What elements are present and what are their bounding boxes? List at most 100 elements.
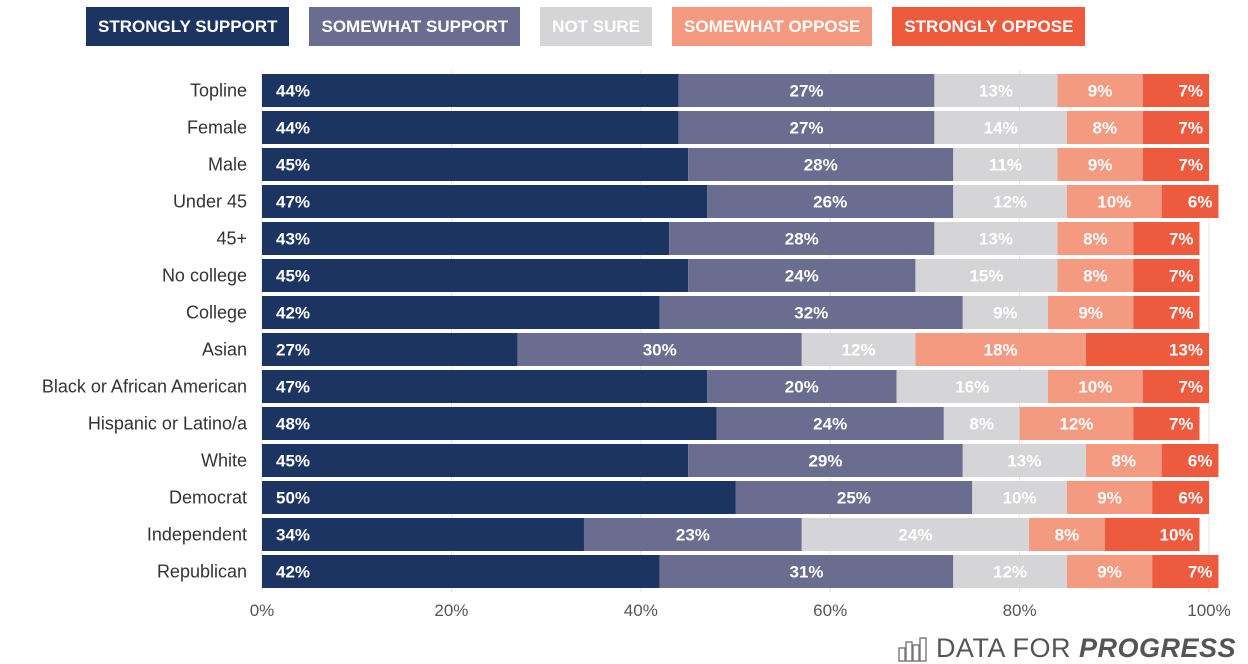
bar-segment (1161, 185, 1219, 218)
bar-segment (801, 333, 916, 366)
bar-segment (688, 444, 963, 477)
bar-segment (943, 407, 1020, 440)
bar-segment (262, 259, 689, 292)
bar-segment (262, 185, 708, 218)
bar-segment (1057, 148, 1143, 181)
data-label: 9% (1097, 489, 1122, 508)
data-label: 8% (1093, 119, 1118, 138)
data-label: 34% (276, 526, 310, 545)
bar-segment (1066, 185, 1162, 218)
data-label: 24% (813, 415, 847, 434)
data-label: 28% (785, 230, 819, 249)
bar-segment (716, 407, 944, 440)
data-label: 10% (1078, 378, 1112, 397)
category-label: White (201, 451, 247, 471)
bar-segment (1066, 555, 1153, 588)
bar-segment (583, 518, 802, 551)
bar-segment (1048, 296, 1134, 329)
bar-segment (1104, 518, 1200, 551)
bar-segment (1057, 222, 1134, 255)
bar-chart-icon (898, 636, 927, 662)
data-label: 27% (790, 119, 824, 138)
legend: STRONGLY SUPPORT SOMEWHAT SUPPORT NOT SURE… (86, 7, 1086, 46)
data-label: 7% (1178, 378, 1203, 397)
bar-segment (934, 111, 1067, 144)
data-label: 42% (276, 563, 310, 582)
data-label: 6% (1188, 452, 1213, 471)
bar-segment (262, 74, 679, 107)
data-label: 48% (276, 415, 310, 434)
bar-segment (1133, 259, 1200, 292)
data-label: 6% (1178, 489, 1203, 508)
bar-segment (801, 518, 1030, 551)
data-label: 15% (969, 267, 1003, 286)
data-label: 42% (276, 304, 310, 323)
data-label: 50% (276, 489, 310, 508)
bar-segment (1152, 481, 1209, 514)
data-label: 9% (993, 304, 1018, 323)
bar-segment (1066, 481, 1153, 514)
bar-segment (1029, 518, 1105, 551)
category-label: Female (187, 118, 247, 138)
data-label: 14% (984, 119, 1018, 138)
category-label: Hispanic or Latino/a (88, 414, 248, 434)
bar-segment (1133, 296, 1200, 329)
brand-logo: DATA FOR PROGRESS (898, 633, 1236, 664)
data-label: 7% (1188, 563, 1213, 582)
bar-segment (1019, 407, 1134, 440)
bar-segment (1142, 148, 1209, 181)
category-label: 45+ (216, 229, 247, 249)
bar-segment (934, 74, 1058, 107)
brand-prefix: DATA FOR (935, 633, 1071, 663)
data-label: 7% (1178, 156, 1203, 175)
category-label: Male (208, 155, 247, 175)
bar-segment (1133, 222, 1200, 255)
data-label: 27% (276, 341, 310, 360)
data-label: 32% (794, 304, 828, 323)
data-label: 16% (955, 378, 989, 397)
data-label: 45% (276, 452, 310, 471)
bar-segment (915, 333, 1086, 366)
bar-segment (972, 481, 1067, 514)
x-tick-label: 60% (813, 601, 847, 620)
data-label: 30% (643, 341, 677, 360)
bar-segment (1133, 407, 1200, 440)
bar-segment (1142, 111, 1209, 144)
data-label: 25% (837, 489, 871, 508)
data-label: 24% (898, 526, 932, 545)
data-label: 8% (1083, 267, 1108, 286)
data-label: 13% (1007, 452, 1041, 471)
data-label: 45% (276, 267, 310, 286)
category-label: Democrat (169, 488, 247, 508)
bar-segment (707, 370, 897, 403)
bar-segment (262, 333, 518, 366)
legend-item-somewhat-oppose: SOMEWHAT OPPOSE (672, 7, 873, 46)
bar-segment (915, 259, 1058, 292)
data-label: 8% (1111, 452, 1136, 471)
legend-item-strongly-oppose: STRONGLY OPPOSE (892, 7, 1086, 46)
data-label: 13% (979, 230, 1013, 249)
legend-item-strongly-support: STRONGLY SUPPORT (86, 7, 290, 46)
data-label: 29% (808, 452, 842, 471)
bar-segment (262, 148, 689, 181)
data-label: 12% (993, 193, 1027, 212)
category-label: No college (162, 266, 247, 286)
data-label: 7% (1178, 82, 1203, 101)
bar-segment (1057, 74, 1143, 107)
category-label: Topline (190, 81, 247, 101)
bar-segment (262, 481, 736, 514)
data-label: 7% (1169, 230, 1194, 249)
bar-segment (678, 74, 935, 107)
bar-segment (262, 518, 584, 551)
bar-segment (659, 555, 954, 588)
data-label: 26% (813, 193, 847, 212)
data-label: 43% (276, 230, 310, 249)
data-label: 7% (1169, 415, 1194, 434)
data-label: 6% (1188, 193, 1213, 212)
bar-segment (678, 111, 935, 144)
x-tick-label: 20% (434, 601, 468, 620)
category-label: Independent (147, 525, 247, 545)
brand-suffix: PROGRESS (1078, 633, 1236, 663)
data-label: 7% (1169, 304, 1194, 323)
